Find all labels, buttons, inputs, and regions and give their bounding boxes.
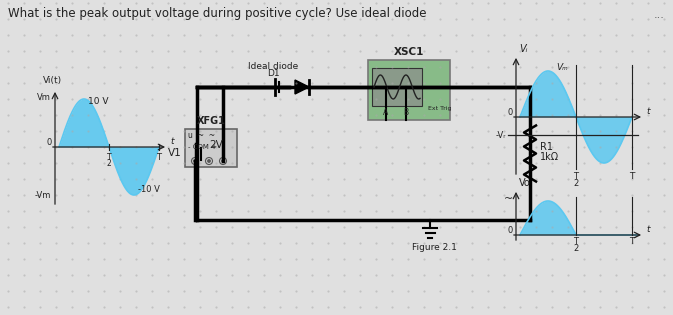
Text: 0: 0	[46, 138, 52, 147]
Text: 2: 2	[573, 179, 579, 188]
Text: Figure 2.1: Figure 2.1	[412, 243, 457, 252]
Text: T: T	[107, 153, 111, 162]
Text: -Vm: -Vm	[34, 192, 51, 201]
Text: T: T	[157, 153, 162, 162]
Text: 2: 2	[106, 159, 111, 168]
Text: t: t	[646, 107, 649, 116]
Text: ~: ~	[504, 194, 513, 204]
Text: 2: 2	[573, 244, 579, 253]
Text: T: T	[629, 172, 635, 181]
Text: 1kΩ: 1kΩ	[540, 152, 559, 162]
Text: XSC1: XSC1	[394, 47, 424, 57]
Text: V1: V1	[168, 148, 182, 158]
Text: Vi(t): Vi(t)	[42, 76, 61, 85]
Text: Ideal diode: Ideal diode	[248, 62, 298, 71]
Text: R1: R1	[540, 141, 553, 152]
Text: t: t	[646, 225, 649, 234]
Text: u  ~  ~: u ~ ~	[188, 131, 215, 140]
Text: D1: D1	[267, 69, 279, 78]
Text: What is the peak output voltage during positive cycle? Use ideal diode: What is the peak output voltage during p…	[8, 7, 427, 20]
FancyBboxPatch shape	[368, 60, 450, 120]
Text: -Vᵣ: -Vᵣ	[495, 130, 506, 140]
Text: - COM +: - COM +	[188, 144, 217, 150]
Text: ...: ...	[654, 10, 665, 20]
Circle shape	[222, 160, 224, 162]
Text: t: t	[170, 137, 174, 146]
Text: Vm: Vm	[37, 94, 51, 102]
Text: T: T	[573, 172, 579, 181]
Text: T: T	[573, 237, 579, 246]
Circle shape	[194, 160, 197, 162]
Text: T: T	[629, 237, 635, 246]
Text: XFG1: XFG1	[197, 116, 225, 126]
Text: Vo: Vo	[519, 178, 531, 188]
FancyBboxPatch shape	[372, 68, 422, 106]
Text: A: A	[383, 108, 388, 117]
Text: 2V: 2V	[209, 140, 223, 151]
Text: Vₘ: Vₘ	[556, 63, 568, 72]
Circle shape	[208, 160, 210, 162]
Text: Vᵢ: Vᵢ	[519, 44, 528, 54]
FancyBboxPatch shape	[185, 129, 237, 167]
Text: 0: 0	[507, 226, 513, 235]
Text: 10 V: 10 V	[88, 97, 108, 106]
Text: Ext Trig: Ext Trig	[428, 106, 452, 111]
Text: -10 V: -10 V	[138, 185, 160, 194]
Polygon shape	[295, 80, 309, 94]
Text: B: B	[403, 108, 408, 117]
Text: 0: 0	[507, 108, 513, 117]
